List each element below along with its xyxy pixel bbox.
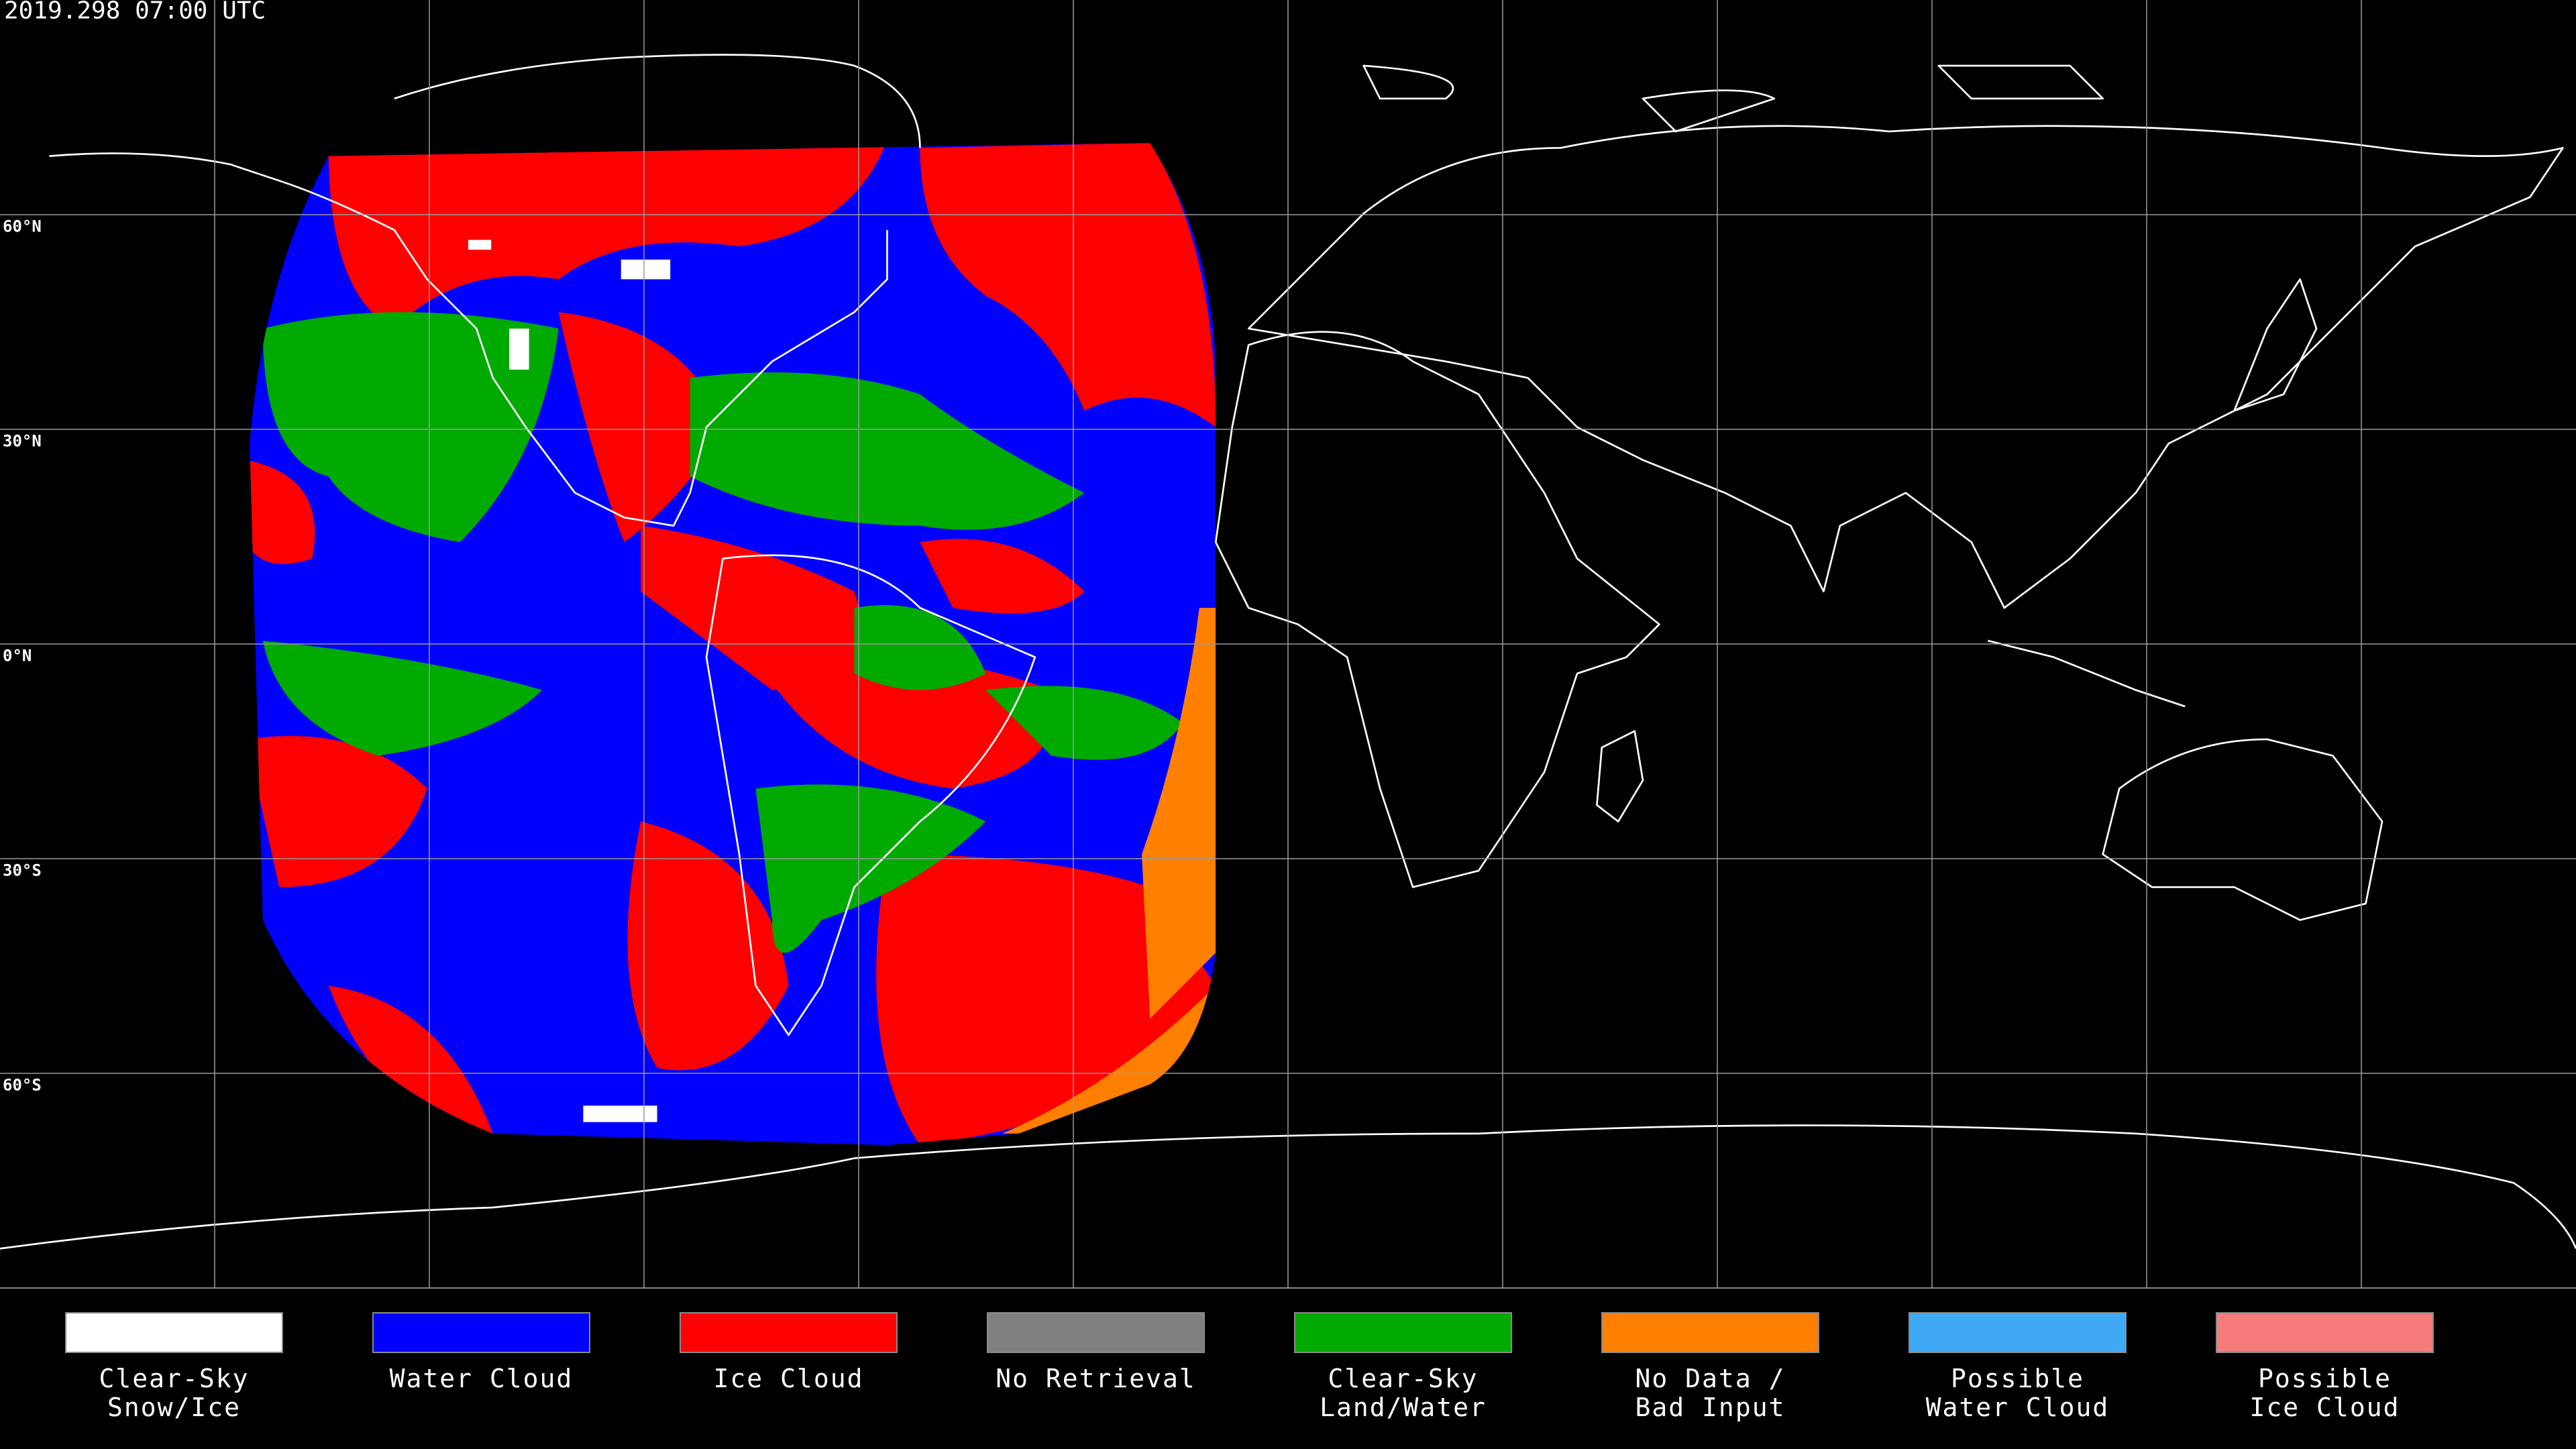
latitude-label: 0°N [3,647,32,665]
legend-item: Ice Cloud [680,1312,898,1393]
legend-label: Water Cloud [390,1364,574,1393]
legend-label: No Data / [1635,1364,1786,1393]
legend-label: Possible [1951,1364,2084,1393]
legend-swatch [2216,1312,2434,1353]
legend-label: Ice Cloud [714,1364,864,1393]
latitude-label: 30°N [3,432,42,451]
legend-label: Bad Input [1635,1393,1786,1422]
legend-label: No Retrieval [996,1364,1196,1393]
legend-label: Clear-Sky [99,1364,250,1393]
legend-swatch [680,1312,898,1353]
legend-label: Clear-Sky [1328,1364,1479,1393]
legend-swatch [65,1312,283,1353]
latitude-label: 30°S [3,861,42,880]
legend-swatch [1601,1312,1819,1353]
legend-label: Possible [2258,1364,2392,1393]
legend-label: Snow/Ice [107,1393,241,1422]
timestamp-title: 2019.298 07:00 UTC [4,0,266,25]
legend-swatch [1909,1312,2127,1353]
graticule [0,0,2576,1289]
legend-label: Ice Cloud [2250,1393,2400,1422]
legend-swatch [1294,1312,1512,1353]
legend-label: Water Cloud [1926,1393,2110,1422]
legend-item: Water Cloud [372,1312,590,1393]
latitude-labels: 60°N 30°N 0°N 30°S 60°S [3,217,42,1095]
latitude-label: 60°S [3,1076,42,1095]
legend-swatch [987,1312,1205,1353]
legend-label: Land/Water [1320,1393,1487,1422]
legend-swatch [372,1312,590,1353]
legend-item: No Retrieval [987,1312,1205,1393]
legend-item: No Data /Bad Input [1601,1312,1819,1422]
latitude-label: 60°N [3,217,42,236]
